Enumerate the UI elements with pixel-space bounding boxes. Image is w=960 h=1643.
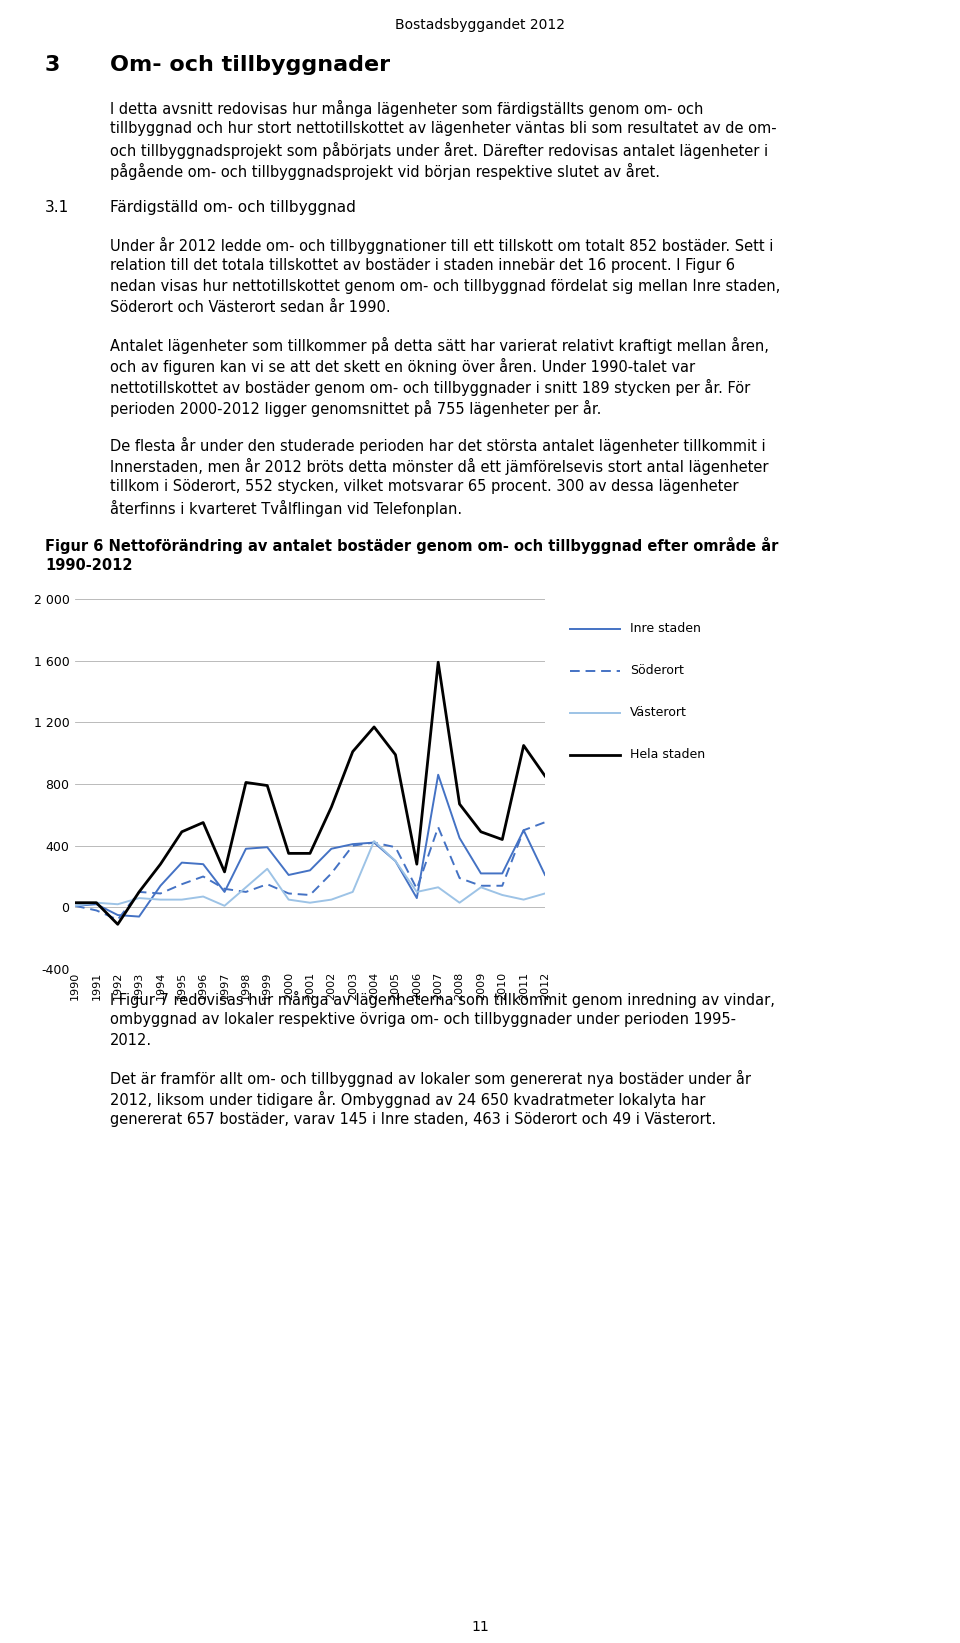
Text: pågående om- och tillbyggnadsprojekt vid början respektive slutet av året.: pågående om- och tillbyggnadsprojekt vid… [110, 163, 660, 181]
Text: Innerstaden, men år 2012 bröts detta mönster då ett jämförelsevis stort antal lä: Innerstaden, men år 2012 bröts detta mön… [110, 458, 769, 475]
Text: relation till det totala tillskottet av bostäder i staden innebär det 16 procent: relation till det totala tillskottet av … [110, 258, 735, 273]
Text: 2012.: 2012. [110, 1033, 152, 1048]
Text: återfinns i kvarteret Tvålflingan vid Telefonplan.: återfinns i kvarteret Tvålflingan vid Te… [110, 499, 462, 518]
Text: Under år 2012 ledde om- och tillbyggnationer till ett tillskott om totalt 852 bo: Under år 2012 ledde om- och tillbyggnati… [110, 237, 774, 255]
Text: och tillbyggnadsprojekt som påbörjats under året. Därefter redovisas antalet läg: och tillbyggnadsprojekt som påbörjats un… [110, 141, 768, 159]
Text: genererat 657 bostäder, varav 145 i Inre staden, 463 i Söderort och 49 i Västero: genererat 657 bostäder, varav 145 i Inre… [110, 1112, 716, 1127]
Text: tillbyggnad och hur stort nettotillskottet av lägenheter väntas bli som resultat: tillbyggnad och hur stort nettotillskott… [110, 122, 777, 136]
Text: Färdigställd om- och tillbyggnad: Färdigställd om- och tillbyggnad [110, 200, 356, 215]
Text: Bostadsbyggandet 2012: Bostadsbyggandet 2012 [395, 18, 565, 31]
Text: Hela staden: Hela staden [630, 749, 706, 761]
Text: och av figuren kan vi se att det skett en ökning över åren. Under 1990-talet var: och av figuren kan vi se att det skett e… [110, 358, 695, 375]
Text: tillkom i Söderort, 552 stycken, vilket motsvarar 65 procent. 300 av dessa lägen: tillkom i Söderort, 552 stycken, vilket … [110, 480, 738, 495]
Text: De flesta år under den studerade perioden har det största antalet lägenheter til: De flesta år under den studerade periode… [110, 437, 766, 453]
Text: Figur 6 Nettoförändring av antalet bostäder genom om- och tillbyggnad efter områ: Figur 6 Nettoförändring av antalet bostä… [45, 537, 779, 554]
Text: 1990-2012: 1990-2012 [45, 559, 132, 573]
Text: perioden 2000-2012 ligger genomsnittet på 755 lägenheter per år.: perioden 2000-2012 ligger genomsnittet p… [110, 399, 601, 417]
Text: 3.1: 3.1 [45, 200, 69, 215]
Text: I Figur 7 redovisas hur många av lägenheterna som tillkommit genom inredning av : I Figur 7 redovisas hur många av lägenhe… [110, 991, 775, 1009]
Text: 11: 11 [471, 1620, 489, 1635]
Text: ombyggnad av lokaler respektive övriga om- och tillbyggnader under perioden 1995: ombyggnad av lokaler respektive övriga o… [110, 1012, 736, 1027]
Text: Antalet lägenheter som tillkommer på detta sätt har varierat relativt kraftigt m: Antalet lägenheter som tillkommer på det… [110, 337, 769, 353]
Text: nettotillskottet av bostäder genom om- och tillbyggnader i snitt 189 stycken per: nettotillskottet av bostäder genom om- o… [110, 380, 751, 396]
Text: Om- och tillbyggnader: Om- och tillbyggnader [110, 54, 390, 76]
Text: 2012, liksom under tidigare år. Ombyggnad av 24 650 kvadratmeter lokalyta har: 2012, liksom under tidigare år. Ombyggna… [110, 1091, 706, 1107]
Text: Det är framför allt om- och tillbyggnad av lokaler som genererat nya bostäder un: Det är framför allt om- och tillbyggnad … [110, 1070, 751, 1088]
Text: 3: 3 [45, 54, 60, 76]
Text: I detta avsnitt redovisas hur många lägenheter som färdigställts genom om- och: I detta avsnitt redovisas hur många läge… [110, 100, 704, 117]
Text: Söderort och Västerort sedan år 1990.: Söderort och Västerort sedan år 1990. [110, 301, 391, 315]
Text: Söderort: Söderort [630, 664, 684, 677]
Text: Inre staden: Inre staden [630, 623, 701, 636]
Text: Västerort: Västerort [630, 706, 686, 720]
Text: nedan visas hur nettotillskottet genom om- och tillbyggnad fördelat sig mellan I: nedan visas hur nettotillskottet genom o… [110, 279, 780, 294]
